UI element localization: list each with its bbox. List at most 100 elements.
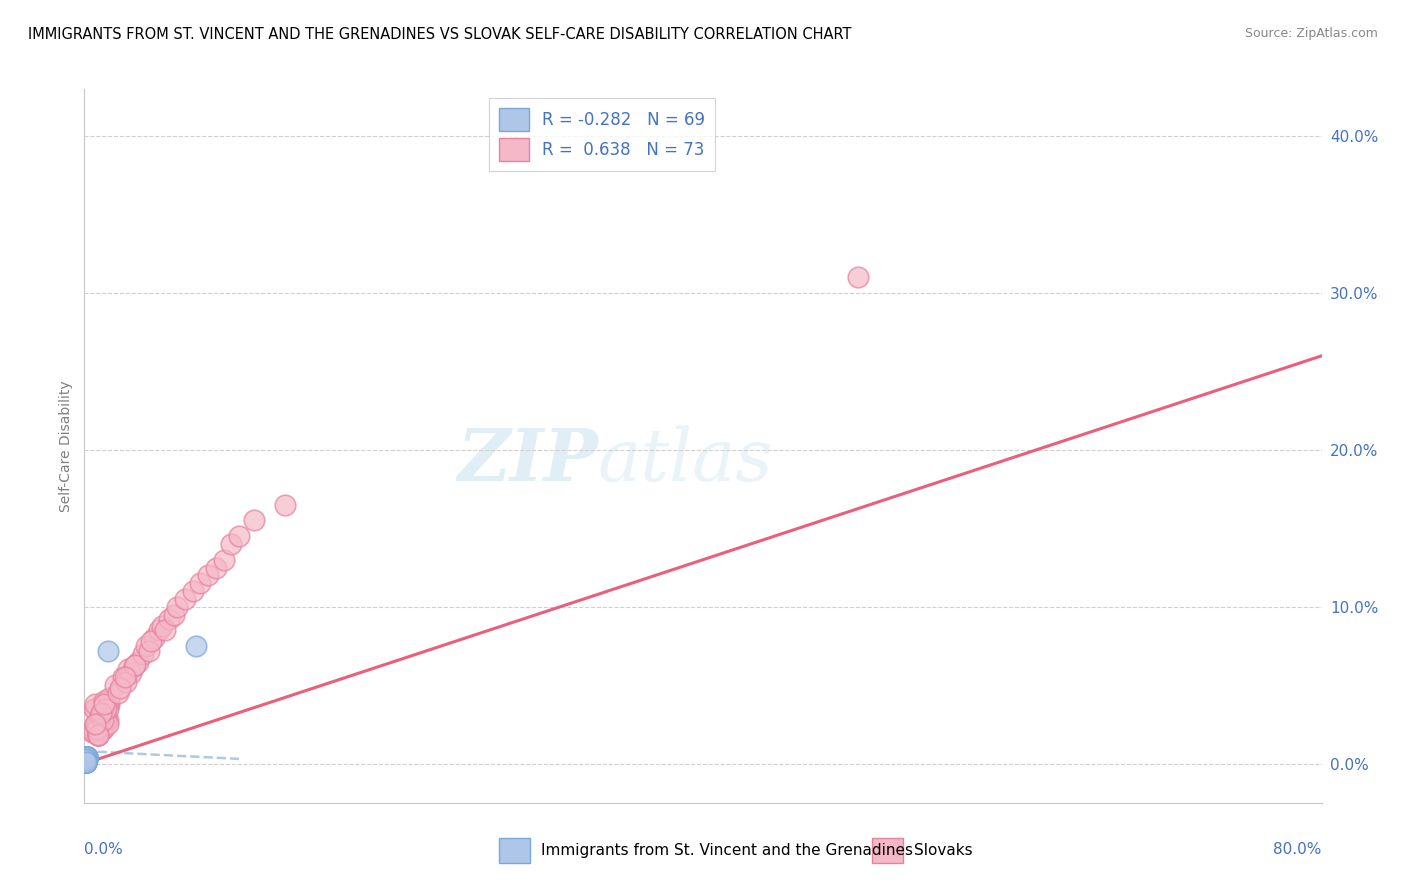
Point [97, 717, 120, 731]
Point [89, 709, 111, 723]
Point [91, 722, 114, 736]
Point [82, 725, 104, 739]
Point [75, 754, 97, 768]
Point [75, 750, 97, 764]
Text: 0.0%: 0.0% [84, 842, 124, 857]
Point [120, 665, 142, 680]
Point [76, 750, 98, 764]
Point [75, 754, 97, 768]
Point [75, 754, 97, 768]
Point [75, 754, 97, 768]
Point [75, 752, 97, 766]
Point [184, 639, 207, 653]
Point [93, 709, 115, 723]
Y-axis label: Self-Care Disability: Self-Care Disability [59, 380, 73, 512]
Point [75, 754, 97, 768]
Point [83, 702, 105, 716]
Point [75, 754, 97, 768]
Point [274, 498, 297, 512]
Text: Slovaks: Slovaks [914, 843, 973, 857]
Point [243, 514, 266, 528]
Point [75, 755, 97, 769]
Point [75, 754, 97, 768]
Point [150, 618, 173, 632]
Point [75, 754, 97, 768]
Point [197, 568, 219, 582]
Point [75, 755, 97, 769]
Point [76, 752, 98, 766]
Point [87, 728, 110, 742]
Point [114, 670, 136, 684]
Point [75, 754, 97, 768]
Text: Source: ZipAtlas.com: Source: ZipAtlas.com [1244, 27, 1378, 40]
Point [89, 717, 111, 731]
Point [75, 750, 97, 764]
Point [124, 657, 146, 672]
Point [153, 624, 176, 638]
Point [76, 750, 98, 764]
Point [132, 647, 155, 661]
Point [75, 752, 97, 766]
Point [112, 670, 135, 684]
Point [91, 722, 114, 736]
Point [75, 755, 97, 769]
Point [75, 752, 97, 766]
Point [75, 750, 97, 764]
Point [75, 755, 97, 769]
Point [104, 678, 127, 692]
Point [84, 697, 107, 711]
Point [75, 752, 97, 766]
Point [75, 752, 97, 766]
Point [86, 722, 108, 736]
Text: Immigrants from St. Vincent and the Grenadines: Immigrants from St. Vincent and the Gren… [541, 843, 914, 857]
Point [174, 591, 197, 606]
Point [90, 706, 112, 721]
Point [89, 709, 111, 723]
Point [75, 750, 97, 764]
Point [84, 717, 107, 731]
Point [75, 754, 97, 768]
Point [75, 755, 97, 769]
Point [94, 713, 117, 727]
Point [75, 755, 97, 769]
Text: 80.0%: 80.0% [1274, 842, 1322, 857]
Point [135, 639, 157, 653]
Point [90, 706, 112, 721]
Point [117, 663, 139, 677]
Point [115, 675, 138, 690]
Point [93, 697, 115, 711]
Point [75, 754, 97, 768]
Point [93, 697, 115, 711]
Point [73, 755, 96, 769]
Point [94, 717, 117, 731]
Point [75, 752, 97, 766]
Point [73, 755, 96, 769]
Point [212, 552, 235, 566]
Point [75, 750, 97, 764]
Point [76, 750, 98, 764]
Point [75, 755, 97, 769]
Point [163, 607, 186, 622]
Point [75, 755, 97, 769]
Point [75, 750, 97, 764]
Point [86, 717, 108, 731]
Point [75, 754, 97, 768]
Point [75, 755, 97, 769]
Point [87, 728, 110, 742]
Point [75, 752, 97, 766]
Point [76, 752, 98, 766]
Point [75, 752, 97, 766]
Point [108, 681, 131, 696]
Point [139, 634, 162, 648]
Point [181, 584, 204, 599]
Text: IMMIGRANTS FROM ST. VINCENT AND THE GRENADINES VS SLOVAK SELF-CARE DISABILITY CO: IMMIGRANTS FROM ST. VINCENT AND THE GREN… [28, 27, 852, 42]
Point [98, 690, 121, 705]
Point [76, 750, 98, 764]
Point [75, 755, 97, 769]
Point [84, 717, 107, 731]
Text: atlas: atlas [598, 425, 773, 496]
Point [75, 754, 97, 768]
Point [89, 709, 111, 723]
Point [87, 728, 110, 742]
Point [75, 752, 97, 766]
